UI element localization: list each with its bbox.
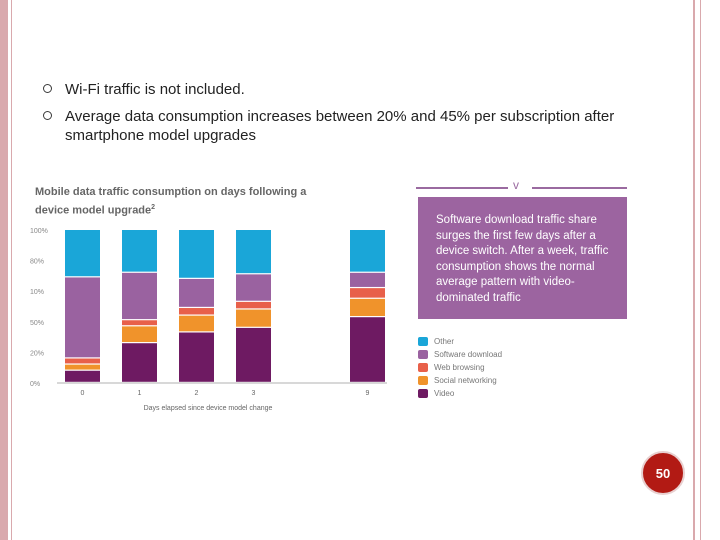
legend-item: Web browsing [418, 361, 502, 374]
bar-segment-software-download [350, 272, 385, 287]
legend-item: Video [418, 387, 502, 400]
legend-swatch [418, 389, 428, 398]
x-tick-label: 1 [138, 390, 142, 397]
bar-segment-other [179, 230, 214, 278]
bar-segment-software-download [122, 272, 157, 320]
legend-swatch [418, 363, 428, 372]
y-tick-label: 50% [30, 320, 44, 327]
bar-segment-social-networking [236, 309, 271, 327]
bar-segment-video [122, 343, 157, 382]
bar-segment-social-networking [122, 326, 157, 343]
legend-label: Web browsing [434, 363, 485, 372]
bar-segment-other [122, 230, 157, 272]
legend-label: Video [434, 389, 455, 398]
callout-line-right [532, 187, 627, 189]
bar-segment-video [65, 370, 100, 382]
x-tick-label: 3 [252, 390, 256, 397]
bullet-text: Average data consumption increases betwe… [65, 108, 615, 144]
x-tick-label: 9 [366, 390, 370, 397]
x-tick-label: 0 [81, 390, 85, 397]
legend-swatch [418, 350, 428, 359]
y-tick-label: 80% [30, 259, 44, 266]
bar-segment-video [179, 332, 214, 382]
bar-segment-web-browsing [350, 288, 385, 298]
bullet-list: Wi-Fi traffic is not included. Average d… [43, 80, 663, 153]
x-tick-label: 2 [195, 390, 199, 397]
bar-segment-other [65, 230, 100, 277]
y-tick-label: 20% [30, 350, 44, 357]
legend-swatch [418, 337, 428, 346]
bar-segment-web-browsing [236, 301, 271, 309]
bullet-item: Wi-Fi traffic is not included. [43, 80, 663, 99]
legend-label: Software download [434, 350, 503, 359]
chart-title-text: Mobile data traffic consumption on days … [35, 186, 307, 217]
bar-segment-web-browsing [179, 308, 214, 315]
callout-box: Software download traffic share surges t… [418, 197, 627, 319]
chart-title: Mobile data traffic consumption on days … [35, 185, 335, 219]
bar-segment-software-download [236, 274, 271, 301]
legend-label: Other [434, 337, 455, 346]
bar-segment-social-networking [350, 298, 385, 317]
y-tick-label: 10% [30, 289, 44, 296]
page-number-badge: 50 [641, 451, 685, 495]
y-tick-label: 0% [30, 381, 40, 388]
bar-segment-web-browsing [122, 320, 157, 326]
left-frame-bar [0, 0, 8, 540]
chart-legend: Other Software download Web browsing Social… [418, 335, 502, 400]
stacked-bar-chart: 0% 20% 50% 10% 80% 100% 0 1 2 3 9 Days elapsed sinc… [30, 228, 387, 412]
legend-swatch [418, 376, 428, 385]
bar-segment-software-download [179, 278, 214, 307]
bar-segment-video [350, 317, 385, 382]
right-frame-line-2 [700, 0, 701, 540]
callout-text: Software download traffic share surges t… [436, 214, 609, 304]
bar-segment-web-browsing [65, 358, 100, 364]
chart-title-superscript: 2 [151, 204, 156, 211]
bar-segment-software-download [65, 277, 100, 358]
bullet-item: Average data consumption increases betwe… [43, 107, 663, 145]
page-number: 50 [655, 465, 671, 481]
right-frame-line [693, 0, 695, 540]
legend-label: Social networking [434, 376, 497, 385]
bullet-ring-icon [43, 111, 52, 120]
bar-segment-other [236, 230, 271, 274]
left-frame-line [11, 0, 12, 540]
callout-line-left [416, 187, 508, 189]
bar-segment-other [350, 230, 385, 272]
bullet-text: Wi-Fi traffic is not included. [65, 81, 245, 98]
bar-segment-social-networking [179, 315, 214, 332]
x-axis-label: Days elapsed since device model change [144, 405, 273, 412]
legend-item: Social networking [418, 374, 502, 387]
bar-segment-social-networking [65, 364, 100, 370]
bar-segment-video [236, 327, 271, 382]
chevron-down-icon: v [513, 178, 519, 192]
y-tick-label: 100% [30, 228, 48, 235]
bullet-ring-icon [43, 84, 52, 93]
legend-item: Software download [418, 348, 502, 361]
legend-item: Other [418, 335, 502, 348]
